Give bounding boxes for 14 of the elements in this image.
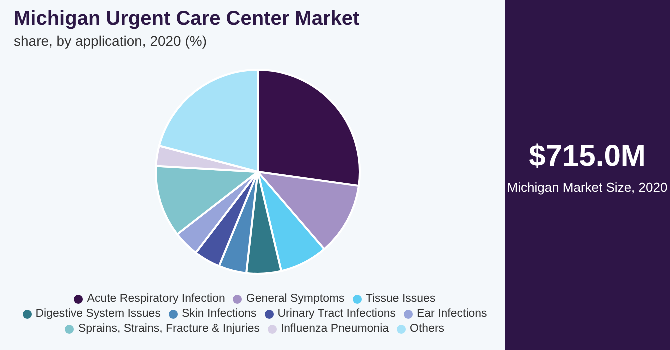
legend-label: Acute Respiratory Infection bbox=[87, 292, 226, 307]
legend-label: Others bbox=[410, 322, 445, 337]
legend-label: Skin Infections bbox=[182, 307, 257, 322]
legend-label: Digestive System Issues bbox=[36, 307, 161, 322]
legend-label: Tissue Issues bbox=[366, 292, 436, 307]
legend-label: Urinary Tract Infections bbox=[278, 307, 396, 322]
chart-subtitle: share, by application, 2020 (%) bbox=[14, 33, 207, 49]
chart-title: Michigan Urgent Care Center Market bbox=[14, 8, 360, 31]
legend-label: Ear Infections bbox=[416, 307, 488, 322]
text: $715.0M bbox=[528, 140, 647, 174]
text: Michigan Market Size, 2020 bbox=[506, 180, 669, 196]
legend-label: Sprains, Strains, Fracture & Injuries bbox=[78, 322, 260, 337]
legend-label: General Symptoms bbox=[246, 292, 345, 307]
legend-label: Influenza Pneumonia bbox=[280, 322, 390, 337]
